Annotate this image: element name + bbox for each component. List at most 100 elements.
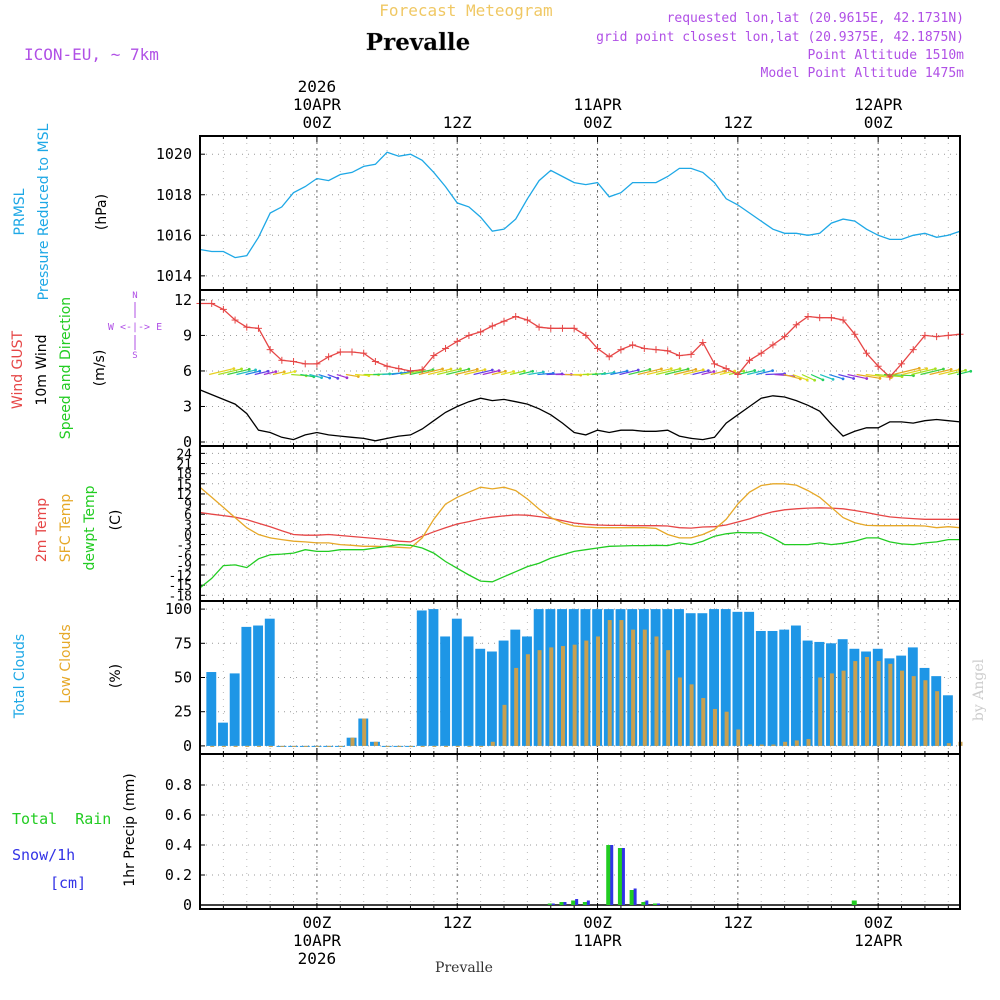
wind-arrow <box>345 373 359 378</box>
wind-arrow <box>783 373 801 380</box>
wind-arrow <box>409 369 434 376</box>
wind-arrow-head <box>258 369 262 373</box>
wind-arrow-head <box>232 367 236 370</box>
gust-label: Wind GUST <box>10 330 26 409</box>
wind-arrow-head <box>503 369 507 373</box>
wind-arrow <box>500 370 514 376</box>
low-cloud-bar <box>666 650 671 746</box>
wind-arrow <box>929 368 952 376</box>
low-cloud-bar <box>560 646 565 746</box>
wind-arrow-head <box>917 366 921 370</box>
wind-arrow-head <box>254 368 257 372</box>
credit-watermark: by Angel <box>971 658 987 721</box>
wind-arrow <box>537 372 554 376</box>
total-cloud-bar <box>942 695 953 746</box>
wind-arrow-head <box>878 376 882 380</box>
low-cloud-bar <box>245 745 250 747</box>
time-label-bottom: 00Z <box>583 913 612 932</box>
wind-arrow <box>947 369 966 376</box>
pressure-name-label: PRMSL <box>12 188 28 235</box>
wind-unit-label: (m/s) <box>92 350 108 387</box>
wind-arrow-head <box>282 370 286 374</box>
time-label-top: 2026 <box>298 77 337 96</box>
wind-arrow <box>327 373 339 379</box>
wind-arrow <box>427 368 452 376</box>
wind-arrow-head <box>762 369 766 372</box>
rain-bar <box>653 903 658 905</box>
wind-arrow-head <box>964 368 967 372</box>
wind-arrow <box>455 368 478 376</box>
wind-arrow <box>892 367 920 376</box>
rain-label: Total Rain <box>12 810 111 828</box>
total-cloud-bar <box>755 630 766 746</box>
wind-arrow <box>208 368 234 376</box>
wind-arrow <box>902 368 927 376</box>
low-cloud-bar <box>444 745 449 747</box>
low-cloud-bar <box>210 745 215 747</box>
low-cloud-bar <box>233 745 238 747</box>
wind-arrow-head <box>328 376 332 380</box>
point-altitude: Point Altitude 1510m <box>807 48 964 63</box>
low-cloud-bar <box>654 636 659 746</box>
wind-arrow-head <box>660 367 663 371</box>
wind-arrow-head <box>669 367 673 371</box>
y-tick-label: -12 <box>169 569 192 584</box>
t2m-label: 2m Temp <box>34 498 50 562</box>
wind-arrow-head <box>831 377 835 381</box>
wind-arrow-head <box>441 367 444 371</box>
wind-arrow-head <box>821 378 825 382</box>
total-cloud-bar <box>451 618 462 746</box>
series-line <box>199 389 961 442</box>
wind-arrow <box>674 368 696 376</box>
wind-arrow <box>601 371 615 376</box>
wind-arrow <box>218 368 242 376</box>
low-cloud-bar <box>619 620 624 746</box>
wind-arrow-head <box>240 367 243 371</box>
wind-arrow-head <box>771 369 774 373</box>
wind-arrow <box>418 368 443 376</box>
low-cloud-bar <box>350 737 355 746</box>
wind-arrow-head <box>247 367 251 371</box>
low-cloud-bar <box>631 629 636 746</box>
wind-arrow <box>920 368 944 376</box>
y-tick-label: 1020 <box>156 145 192 163</box>
time-label-top: 00Z <box>583 113 612 132</box>
time-label-bottom: 12Z <box>443 913 472 932</box>
low-cloud-bar <box>385 745 390 747</box>
wind-arrow-head <box>459 367 462 371</box>
wind-arrow-head <box>483 368 487 372</box>
compass-s: S <box>132 351 137 361</box>
series-line <box>199 507 960 543</box>
wind-arrow <box>883 373 914 377</box>
snow-bar <box>575 899 579 905</box>
low-cloud-bar <box>479 745 484 747</box>
y-tick-label: 0 <box>183 896 192 914</box>
wind-arrow <box>692 370 709 376</box>
y-tick-label: 1018 <box>156 186 192 204</box>
total-cloud-bar <box>475 648 486 746</box>
total-cloud-bar <box>720 609 731 746</box>
wind-arrow-head <box>933 367 937 371</box>
low-cloud-bar <box>923 680 928 746</box>
panel-frame <box>199 753 961 910</box>
precip-title-label: 1hr Precip (mm) <box>122 773 138 886</box>
y-tick-label: -6 <box>176 549 192 564</box>
low-cloud-bar <box>572 644 577 746</box>
rain-bar <box>559 902 565 905</box>
wind-arrow-head <box>969 369 973 373</box>
low-cloud-bar <box>408 745 413 747</box>
wind-arrow-head <box>949 367 953 371</box>
model-name: ICON-EU, ~ 7km <box>24 45 159 64</box>
snow-bar <box>633 888 637 905</box>
rain-bar <box>851 900 857 905</box>
total-cloud-bar <box>206 672 217 746</box>
low-cloud-bar <box>362 718 367 746</box>
wind-arrow-head <box>648 368 652 371</box>
total-cloud-bar <box>253 625 264 746</box>
time-label-bottom: 12Z <box>723 913 752 932</box>
wind-arrow-head <box>723 369 726 373</box>
total-cloud-bar <box>428 609 439 746</box>
footer-location: Prevalle <box>435 960 493 976</box>
wind-arrow-head <box>293 370 297 373</box>
temp-unit-label: (C) <box>108 510 124 531</box>
